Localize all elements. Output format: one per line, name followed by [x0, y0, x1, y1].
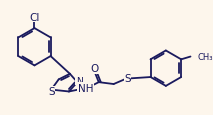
Text: NH: NH [78, 83, 94, 93]
Text: CH₃: CH₃ [198, 53, 213, 62]
Text: S: S [48, 87, 55, 97]
Text: S: S [124, 74, 131, 84]
Text: Cl: Cl [29, 13, 40, 23]
Text: O: O [90, 64, 98, 73]
Text: N: N [76, 76, 83, 85]
